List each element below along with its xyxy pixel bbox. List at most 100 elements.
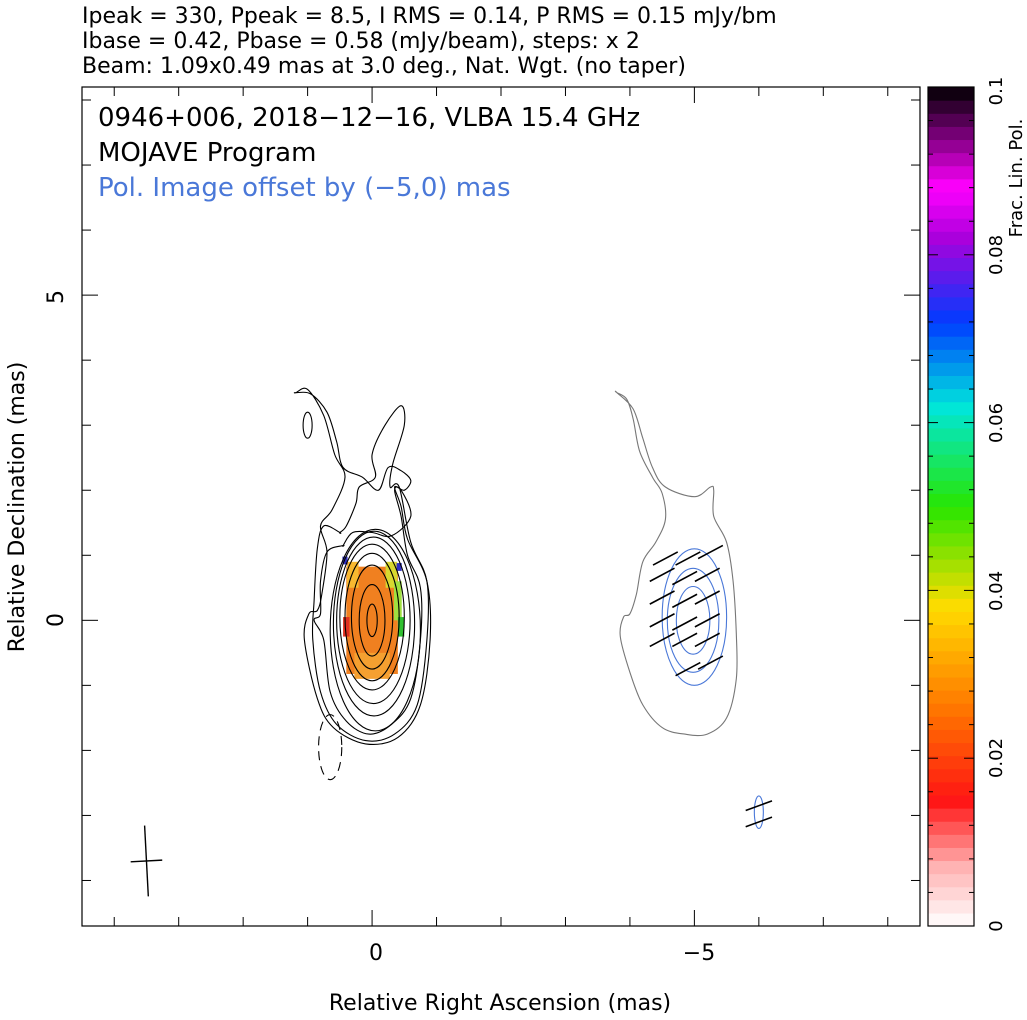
colorbar-band (928, 336, 974, 350)
colorbar-band (928, 598, 974, 612)
y-axis-label: Relative Declination (mas) (5, 362, 30, 653)
stokes-i-contours (293, 387, 432, 781)
colorbar-band (928, 794, 974, 809)
evpa-tick (675, 661, 701, 677)
evpa-tick (671, 616, 698, 631)
colorbar-band (928, 349, 974, 363)
colorbar-band (928, 480, 974, 494)
colorbar-band (928, 283, 974, 298)
stokes-i-contour (293, 387, 432, 746)
evpa-tick (697, 655, 724, 670)
beam-minor-axis (130, 859, 163, 863)
colorbar-label: Frac. Lin. Pol. (1006, 119, 1027, 238)
stokes-i-contour (313, 486, 423, 735)
colorbar-band (928, 257, 974, 272)
evpa-tick (694, 567, 721, 583)
evpa-tick (694, 632, 721, 648)
colorbar-band (928, 860, 974, 875)
colorbar-tick-label: 0 (986, 920, 1007, 931)
colorbar-tick-label: 0.1 (986, 77, 1007, 106)
axis-ticks (82, 87, 920, 926)
stokes-i-contour (329, 528, 421, 732)
colorbar-band (928, 768, 974, 783)
colorbar-band (928, 218, 974, 232)
evpa-tick (745, 816, 773, 828)
colorbar-band (928, 847, 974, 862)
colorbar-band (928, 703, 974, 717)
colorbar-band (928, 467, 974, 481)
colorbar-band (928, 716, 974, 730)
fpol-pixel (346, 561, 359, 588)
colorbar-band (928, 375, 974, 390)
colorbar-tick-label: 0.08 (986, 235, 1007, 275)
evpa-tick (694, 590, 721, 605)
colorbar-band (928, 676, 974, 691)
colorbar-band (928, 152, 974, 167)
colorbar-band (928, 742, 974, 757)
colorbar-band (928, 545, 974, 560)
fpol-pixel (396, 563, 402, 571)
pol-contour (661, 548, 728, 686)
colorbar-tick-label: 0.04 (986, 571, 1007, 611)
colorbar-band (928, 637, 974, 652)
evpa-tick (649, 567, 675, 583)
fpol-pixel (397, 617, 405, 637)
colorbar-band (928, 414, 974, 429)
x-tick-label: −5 (683, 941, 715, 966)
header-beam-line: Beam: 1.09x0.49 mas at 3.0 deg., Nat. Wg… (82, 54, 686, 79)
colorbar-gradient (928, 87, 974, 927)
colorbar-band (928, 558, 974, 573)
evpa-tick (671, 570, 698, 586)
plot-title-source: 0946+006, 2018−12−16, VLBA 15.4 GHz (98, 103, 640, 133)
colorbar-band (928, 585, 974, 599)
colorbar-band (928, 899, 974, 914)
pol-contour (666, 567, 720, 673)
evpa-tick (671, 593, 698, 609)
stokes-i-contour (339, 543, 405, 691)
y-tick-label: 5 (44, 290, 69, 304)
stokes-i-contour (344, 552, 400, 682)
header-stats-line: Ipeak = 330, Ppeak = 8.5, I RMS = 0.14, … (82, 4, 777, 29)
colorbar-band (928, 165, 974, 180)
colorbar-band (928, 178, 974, 193)
evpa-tick (697, 544, 724, 560)
colorbar-band (928, 663, 974, 678)
colorbar-band (928, 270, 974, 285)
colorbar-band (928, 808, 974, 822)
colorbar-band (928, 624, 974, 639)
colorbar-band (928, 572, 974, 586)
colorbar-band (928, 362, 974, 377)
stokes-i-contour (336, 536, 411, 705)
evpa-vectors (649, 544, 773, 828)
colorbar-band (928, 506, 974, 521)
colorbar-band (928, 113, 974, 127)
colorbar-band (928, 729, 974, 744)
colorbar-band (928, 519, 974, 534)
colorbar-band (928, 440, 974, 455)
fpol-pixel (342, 556, 348, 565)
evpa-tick (649, 590, 675, 605)
plot-title-program: MOJAVE Program (98, 138, 316, 168)
evpa-tick (649, 632, 675, 648)
colorbar-band (928, 296, 974, 311)
colorbar: 0 0.02 0.04 0.06 0.08 0.1 Frac. Lin. Pol… (927, 77, 1027, 932)
offset-polarization-contours (614, 390, 764, 829)
colorbar-band (928, 126, 974, 141)
colorbar-band (928, 690, 974, 704)
plot-frame (81, 86, 921, 927)
colorbar-band (928, 912, 974, 927)
stokes-i-contour (358, 583, 386, 657)
x-axis-label: Relative Right Ascension (mas) (329, 991, 671, 1016)
evpa-tick (745, 800, 773, 812)
colorbar-band (928, 388, 974, 403)
stokes-i-contour (366, 603, 378, 638)
negative-contour (318, 714, 343, 781)
y-tick-label: 0 (44, 613, 69, 627)
colorbar-band (928, 834, 974, 848)
colorbar-band (928, 886, 974, 901)
stokes-i-contour (302, 411, 313, 439)
colorbar-band (928, 309, 974, 324)
colorbar-band (928, 244, 974, 259)
colorbar-band (928, 781, 974, 796)
